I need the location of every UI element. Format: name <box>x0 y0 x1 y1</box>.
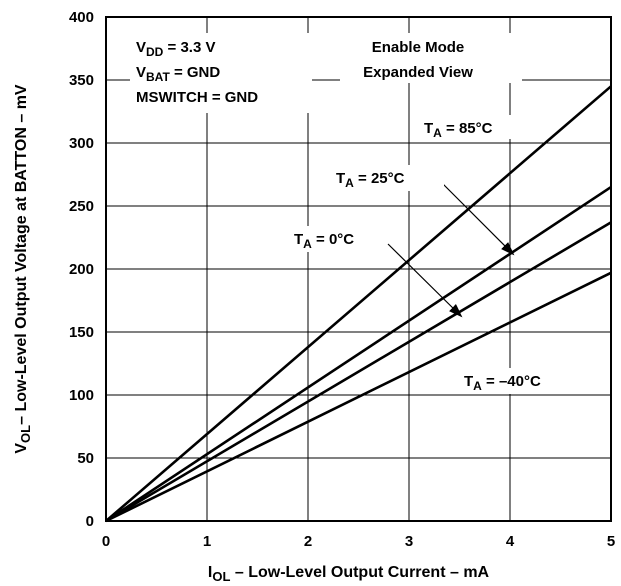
series-label-0: TA = 85°C <box>424 120 493 140</box>
series-label-bg <box>420 115 528 139</box>
condition-line: VBAT = GND <box>136 64 220 84</box>
series-labels: TA = 85°C TA = 25°C TA = 0°C TA = –40°C <box>290 115 578 394</box>
mode-text: Enable Mode Expanded View <box>363 39 473 81</box>
y-tick-label: 100 <box>69 387 94 404</box>
series-label-3: TA = –40°C <box>464 373 541 393</box>
series-label-bg <box>460 368 578 394</box>
y-axis-title: VOL– Low-Level Output Voltage at BATTON … <box>13 84 33 454</box>
series-label-1: TA = 25°C <box>336 170 405 190</box>
mode-line: Enable Mode <box>372 39 465 56</box>
y-tick-label: 400 <box>69 9 94 26</box>
series-line-1 <box>105 186 612 523</box>
condition-line: VDD = 3.3 V <box>136 39 215 59</box>
condition-line: MSWITCH = GND <box>136 89 258 106</box>
y-tick-label: 200 <box>69 261 94 278</box>
conditions-box <box>130 33 312 113</box>
series-label-bg <box>290 226 386 252</box>
plot-frame <box>105 16 612 522</box>
series-line-3 <box>105 271 612 523</box>
y-tick-label: 50 <box>77 450 94 467</box>
mode-line: Expanded View <box>363 64 473 81</box>
y-tick-labels: 0 50 100 150 200 250 300 350 400 <box>69 9 94 530</box>
x-axis-title: IOL – Low-Level Output Current – mA <box>208 564 490 584</box>
y-tick-label: 300 <box>69 135 94 152</box>
series-line-2 <box>105 221 612 523</box>
x-tick-label: 3 <box>405 533 413 550</box>
series-lines <box>105 85 612 523</box>
x-tick-label: 1 <box>203 533 211 550</box>
y-tick-label: 150 <box>69 324 94 341</box>
x-tick-label: 5 <box>607 533 615 550</box>
x-tick-labels: 0 1 2 3 4 5 <box>102 533 615 550</box>
y-tick-label: 350 <box>69 72 94 89</box>
series-label-bg <box>332 165 444 191</box>
mode-box <box>340 33 522 83</box>
y-tick-label: 250 <box>69 198 94 215</box>
x-tick-label: 4 <box>506 533 515 550</box>
x-tick-label: 2 <box>304 533 312 550</box>
series-pointer-arrow <box>441 182 515 256</box>
series-line-0 <box>105 85 612 522</box>
x-tick-label: 0 <box>102 533 110 550</box>
y-tick-label: 0 <box>86 513 94 530</box>
series-label-2: TA = 0°C <box>294 231 354 251</box>
series-pointer-arrow <box>387 243 463 318</box>
conditions-text: VDD = 3.3 V VBAT = GND MSWITCH = GND <box>136 39 258 106</box>
